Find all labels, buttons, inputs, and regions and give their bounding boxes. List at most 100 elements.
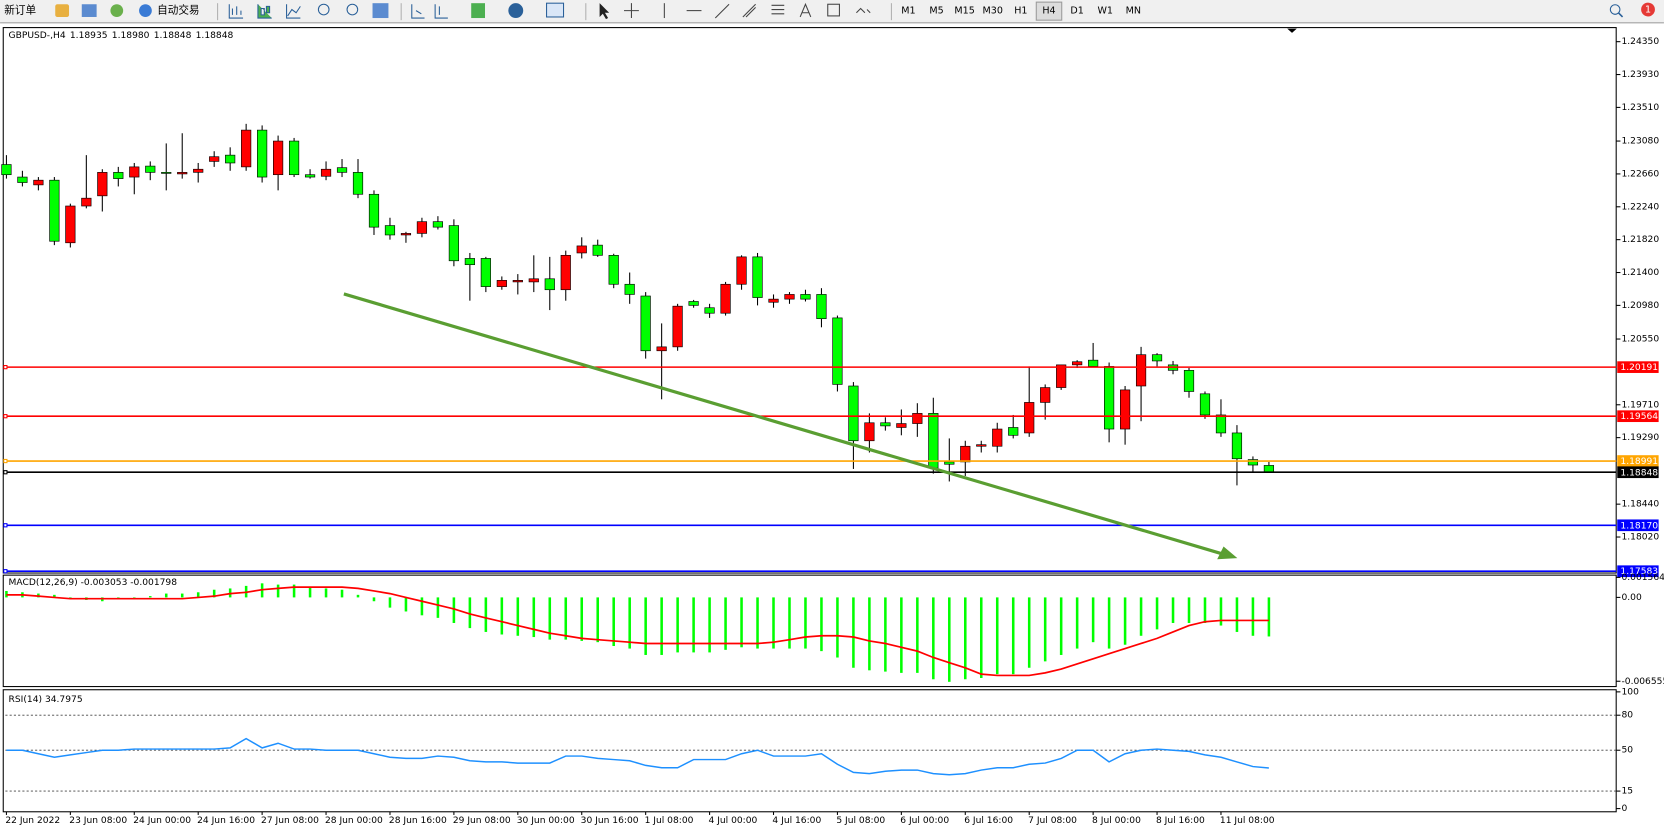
macd-bar [916,597,919,673]
bar-chart-button[interactable] [228,4,244,19]
timeframe-button[interactable]: MN [1126,6,1141,17]
quote-open: 1.18935 [70,31,108,41]
label-button[interactable] [827,3,840,17]
timeframe-button[interactable]: M1 [901,6,915,17]
macd-bar [1011,597,1015,675]
cursor-button[interactable] [599,3,610,20]
timeframe-button[interactable]: M30 [983,6,1003,17]
x-tick-label: 1 Jul 08:00 [645,816,694,826]
candle-body [384,225,396,236]
macd-bar [724,597,727,650]
timeframe-button[interactable]: W1 [1097,6,1113,17]
candle-chart-button[interactable] [257,4,272,19]
timeframe-bar: M1 M5 M15 M30 H1 H4 D1 W1 MN [901,1,1141,21]
channel-button[interactable] [742,3,756,18]
arrows-button[interactable] [856,7,871,14]
macd-bar [1107,597,1111,649]
y-tick-label: 50 [1621,746,1633,756]
line-chart-button[interactable] [286,4,301,19]
price-tag-label: 1.18848 [1620,468,1658,478]
fibo-button[interactable] [771,4,785,15]
indicators-button[interactable] [471,3,486,19]
tile-button[interactable] [372,3,389,19]
x-tick-label: 7 Jul 08:00 [1028,816,1077,826]
candle-body [1,164,12,176]
candle-body [1104,366,1115,430]
candle-body [1215,414,1227,434]
macd-bar [196,592,200,598]
auto-trading-icon[interactable] [139,4,152,17]
y-tick-label: 100 [1621,687,1639,697]
candle-body [368,193,380,228]
zoom-out-button[interactable] [346,3,359,16]
x-tick-label: 8 Jul 00:00 [1092,816,1141,826]
macd-bar [452,597,456,623]
candle-body [560,254,571,291]
macd-bar [1187,597,1191,623]
icon[interactable] [110,4,124,17]
candle-body [320,168,332,177]
macd-bar [340,589,344,598]
candle-body [304,174,316,178]
search-handle [1617,12,1624,18]
macd-bar [1251,597,1255,636]
candle-body [352,172,364,195]
plot-area: 1.24350 1.23930 1.23510 1.23080 1.22660 1.222… [1,27,1664,826]
shift-marker [1287,28,1297,33]
new-order-button[interactable]: 新订单 [4,4,36,17]
candle-body [688,301,699,306]
macd-bar [500,597,504,635]
price-tag [1617,455,1659,467]
candle-body [704,307,715,314]
x-tick-label: 28 Jun 16:00 [389,816,447,826]
macd-bar [468,597,472,629]
candle-body [17,176,28,183]
trend-arrow [1217,546,1238,560]
candle-body [544,278,555,291]
macd-bar [324,588,328,598]
icon[interactable] [55,4,70,17]
search-button[interactable] [1609,4,1621,15]
y-tick-label: 1.18020 [1621,533,1659,543]
templates-button[interactable] [546,2,565,18]
macd-bar [1235,597,1239,632]
candle-body [720,283,731,314]
candle-body [177,172,188,175]
macd-bar [276,584,280,598]
timeframe-button[interactable]: H4 [1042,6,1055,17]
crosshair-button[interactable] [624,3,639,19]
candle-body [416,221,428,234]
timeframe-button[interactable]: M15 [954,6,974,17]
icon[interactable] [81,4,97,17]
timeframe-button[interactable]: M5 [929,6,943,17]
auto-trading-button[interactable]: 自动交易 [157,4,199,17]
text-button[interactable] [799,2,812,18]
price-tag-label: 1.19564 [1620,412,1658,422]
y-tick-label: 80 [1621,711,1633,721]
notification-badge[interactable] [1641,2,1655,17]
candle-body [816,294,827,320]
trendline-button[interactable] [714,3,730,19]
timeframe-button[interactable]: D1 [1070,6,1083,17]
y-tick-label: 1.23930 [1621,70,1659,80]
candle-body [976,444,987,447]
macd-bar [212,589,216,598]
candle-body [1040,387,1051,403]
y-tick-label: 1.21400 [1621,268,1659,278]
candle-body [464,258,475,266]
macd-bar [756,597,759,649]
candle-body [960,445,971,463]
shift-button[interactable] [434,4,448,19]
autoscroll-button[interactable] [411,4,425,19]
candle-body [800,294,811,300]
price-tag-label: 1.18170 [1620,521,1658,531]
timeframe-button[interactable]: H1 [1014,6,1027,17]
zoom-in-button[interactable] [317,3,330,16]
periods-button[interactable] [508,3,524,19]
x-tick-label: 24 Jun 16:00 [197,816,255,826]
candle-body [752,256,763,298]
macd-bar [180,593,184,598]
candle-body [912,413,923,424]
x-tick-label: 6 Jul 16:00 [964,816,1013,826]
candle-body [65,205,76,244]
